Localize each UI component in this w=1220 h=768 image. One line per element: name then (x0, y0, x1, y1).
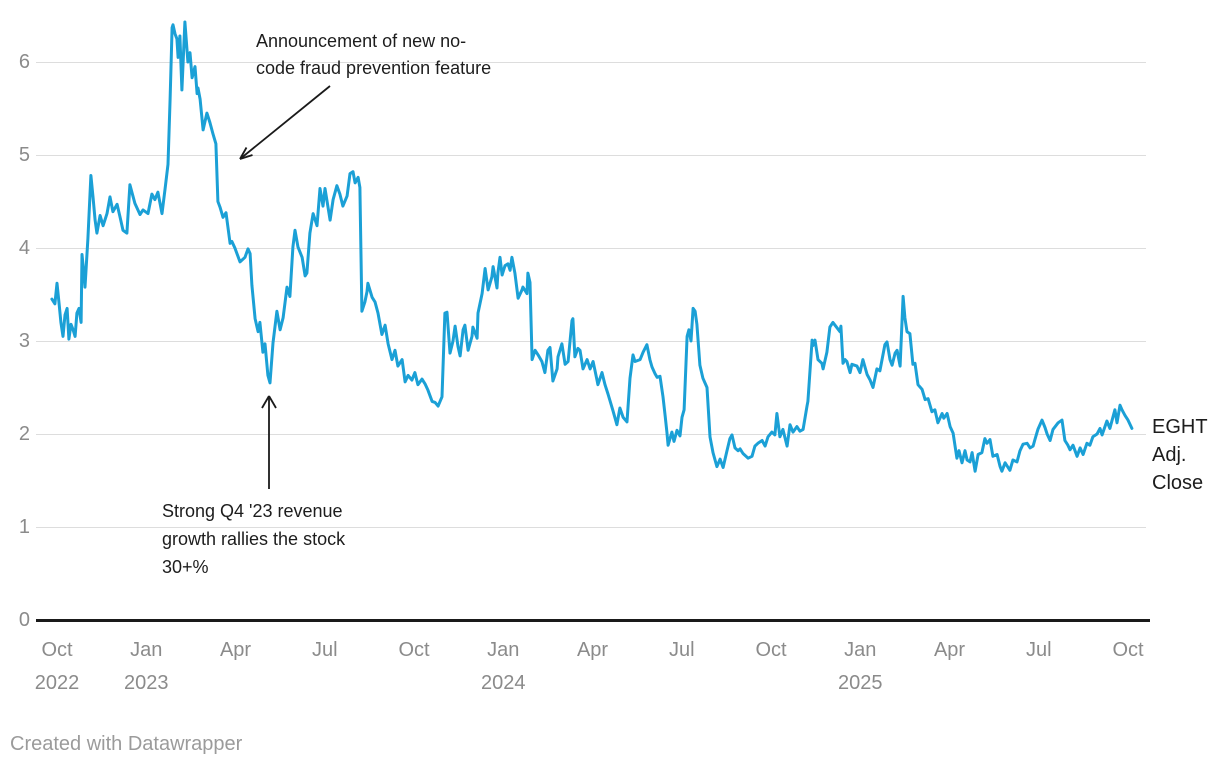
y-axis-tick-label: 1 (18, 516, 30, 538)
price-line-series (50, 20, 1134, 473)
y-axis-tick-label: 2 (18, 423, 30, 445)
gridlines (36, 62, 1146, 528)
datawrapper-attribution: Created with Datawrapper (10, 733, 243, 755)
x-axis-tick-label: Apr (933, 639, 966, 661)
x-axis-tick-label: Oct (1112, 639, 1144, 661)
x-axis-tick-label: Apr (576, 639, 609, 661)
annotation-arrow-diagonal (239, 85, 331, 160)
x-axis-tick-label: Oct (398, 639, 430, 661)
y-axis-tick-label: 0 (18, 609, 30, 631)
y-axis-tick-label: 4 (18, 237, 30, 259)
x-axis-tick-label: Jul (668, 639, 695, 661)
x-axis-tick-label: Oct (755, 639, 787, 661)
y-axis-tick-label: 6 (18, 51, 30, 73)
x-axis-tick-label: Jul (1025, 639, 1052, 661)
x-axis-tick-label: Oct 2022 (34, 639, 80, 694)
annotation-feature-announcement: Announcement of new no- code fraud preve… (256, 31, 492, 78)
y-axis-tick-label: 5 (18, 144, 30, 166)
x-axis-tick-label: Jan 2024 (481, 639, 526, 694)
y-axis-tick-label: 3 (18, 330, 30, 352)
annotation-arrow-vertical (261, 395, 277, 489)
x-axis-tick-label: Apr (219, 639, 252, 661)
x-axis-tick-label: Jul (311, 639, 338, 661)
x-axis-tick-label: Jan 2023 (124, 639, 169, 694)
series-label-eght-adj-close: EGHT Adj. Close (1152, 416, 1208, 494)
annotation-q4-rally: Strong Q4 '23 revenue growth rallies the… (162, 501, 346, 577)
x-axis-tick-label: Jan 2025 (838, 639, 883, 694)
